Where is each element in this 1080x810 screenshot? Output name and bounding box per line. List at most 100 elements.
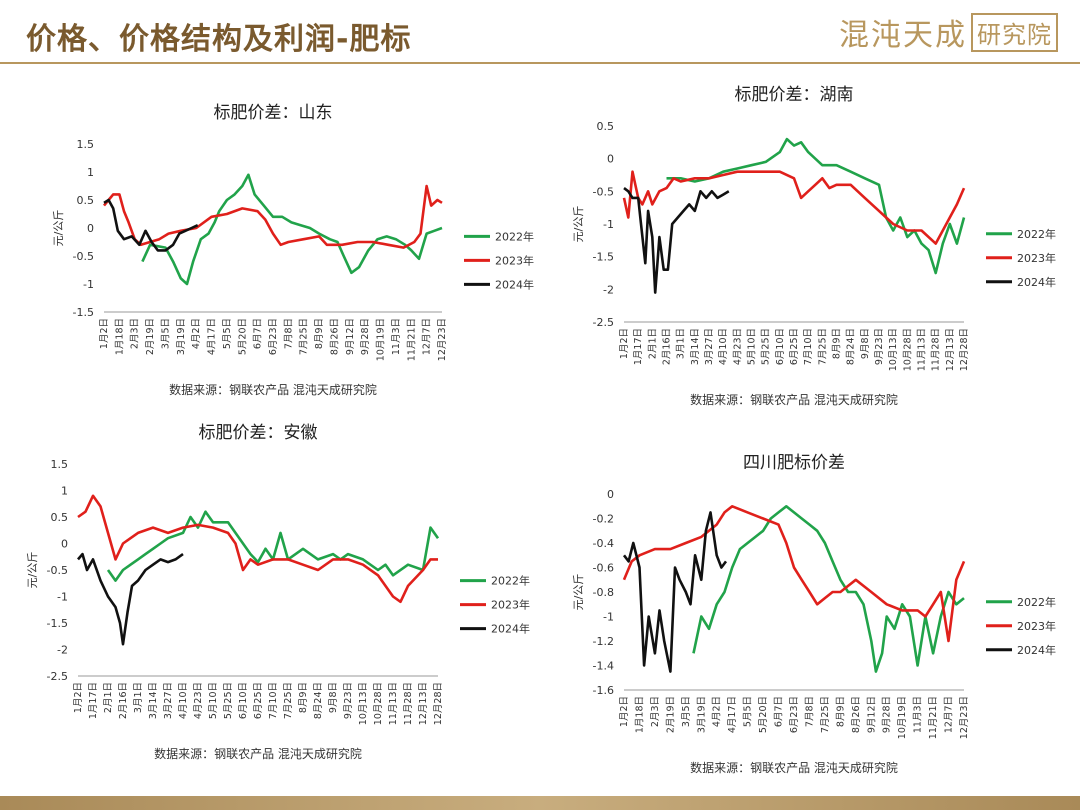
x-tick-label: 5月25日 bbox=[761, 328, 772, 365]
chart-svg: 四川肥标价差 0 -0.2 -0.4 -0.6 -0.8 -1 -1.2 -1.4 -1.6 元/公… bbox=[572, 453, 1056, 775]
header-rule bbox=[0, 62, 1080, 64]
y-tick-label: -0.4 bbox=[593, 537, 614, 550]
chart-shandong: 标肥价差：山东 1.5 1 0.5 0 -0.5 -1 -1.5 元/公斤 1月2日 1月18日 2月… bbox=[40, 92, 534, 402]
x-tick-label: 4月10日 bbox=[718, 328, 729, 365]
x-tick-label: 5月5日 bbox=[222, 318, 233, 349]
y-tick-label: 0.5 bbox=[597, 120, 615, 133]
x-tick-label: 1月2日 bbox=[619, 328, 630, 359]
x-tick-label: 8月9日 bbox=[298, 682, 309, 713]
x-tick-label: 6月10日 bbox=[238, 682, 249, 719]
source-note: 数据来源：钢联农产品 混沌天成研究院 bbox=[169, 382, 377, 397]
x-tick-label: 8月24日 bbox=[313, 682, 324, 719]
x-tick-label: 9月12日 bbox=[345, 318, 356, 355]
x-tick-label: 5月10日 bbox=[747, 328, 758, 365]
x-tick-label: 2月19日 bbox=[145, 318, 156, 355]
y-tick-label: 1 bbox=[61, 485, 68, 498]
x-tick-label: 8月9日 bbox=[314, 318, 325, 349]
x-tick-label: 4月10日 bbox=[178, 682, 189, 719]
chart-sichuan: 四川肥标价差 0 -0.2 -0.4 -0.6 -0.8 -1 -1.2 -1.4 -1.6 元/公… bbox=[560, 446, 1060, 776]
y-tick-label: 0.5 bbox=[51, 511, 69, 524]
series-line-2 bbox=[623, 187, 730, 294]
x-tick-label: 1月18日 bbox=[114, 318, 125, 355]
y-axis-label: 元/公斤 bbox=[572, 574, 585, 611]
series-line-2 bbox=[103, 198, 199, 252]
x-tick-label: 10月19日 bbox=[897, 696, 908, 739]
x-tick-label: 8月9日 bbox=[832, 328, 843, 359]
x-tick-label: 3月14日 bbox=[690, 328, 701, 365]
x-tick-label: 5月10日 bbox=[208, 682, 219, 719]
x-tick-label: 12月28日 bbox=[433, 682, 444, 725]
source-note: 数据来源：钢联农产品 混沌天成研究院 bbox=[690, 392, 898, 407]
y-tick-label: 0 bbox=[607, 153, 614, 166]
legend-label: 2023年 bbox=[1017, 619, 1056, 633]
x-tick-label: 1月2日 bbox=[99, 318, 110, 349]
x-tick-label: 8月26日 bbox=[329, 318, 340, 355]
y-tick-label: -1.4 bbox=[593, 660, 614, 673]
x-tick-label: 7月25日 bbox=[283, 682, 294, 719]
x-tick-label: 9月12日 bbox=[866, 696, 877, 733]
x-tick-label: 6月25日 bbox=[789, 328, 800, 365]
x-tick-label: 11月28日 bbox=[403, 682, 414, 725]
legend-label: 2023年 bbox=[491, 598, 530, 612]
x-tick-label: 5月20日 bbox=[237, 318, 248, 355]
x-tick-label: 6月10日 bbox=[775, 328, 786, 365]
footer-bar bbox=[0, 796, 1080, 810]
x-tick-label: 1月17日 bbox=[88, 682, 99, 719]
x-tick-label: 3月14日 bbox=[148, 682, 159, 719]
x-tick-label: 1月2日 bbox=[73, 682, 84, 713]
series-line-0 bbox=[666, 137, 966, 275]
legend-label: 2023年 bbox=[495, 253, 534, 267]
x-tick-label: 12月13日 bbox=[418, 682, 429, 725]
y-tick-label: -1.6 bbox=[593, 684, 614, 697]
series-line-0 bbox=[106, 510, 440, 582]
x-tick-label: 6月25日 bbox=[253, 682, 264, 719]
x-tick-label: 3月19日 bbox=[176, 318, 187, 355]
x-tick-label: 6月23日 bbox=[268, 318, 279, 355]
x-tick-label: 3月1日 bbox=[133, 682, 144, 713]
x-tick-label: 12月7日 bbox=[944, 696, 955, 733]
logo-text: 混沌天成 bbox=[839, 18, 967, 53]
x-tick-label: 1月2日 bbox=[619, 696, 630, 727]
x-tick-label: 4月17日 bbox=[207, 318, 218, 355]
y-tick-label: -0.5 bbox=[73, 250, 94, 263]
x-tick-label: 5月25日 bbox=[223, 682, 234, 719]
series-line-2 bbox=[77, 552, 184, 646]
x-tick-label: 4月17日 bbox=[727, 696, 738, 733]
page-header: 价格、价格结构及利润-肥标 混沌天成 研究院 bbox=[0, 0, 1080, 66]
x-tick-label: 12月7日 bbox=[422, 318, 433, 355]
legend-label: 2024年 bbox=[495, 277, 534, 291]
x-tick-label: 7月25日 bbox=[820, 696, 831, 733]
x-tick-label: 11月28日 bbox=[931, 328, 942, 371]
x-tick-label: 6月23日 bbox=[789, 696, 800, 733]
x-tick-label: 7月10日 bbox=[268, 682, 279, 719]
chart-title: 标肥价差：安徽 bbox=[199, 423, 318, 443]
x-tick-label: 11月13日 bbox=[388, 682, 399, 725]
y-tick-label: 0.5 bbox=[77, 194, 95, 207]
y-tick-label: -0.5 bbox=[47, 564, 68, 577]
series-line-1 bbox=[77, 494, 438, 604]
y-tick-label: -0.6 bbox=[593, 562, 614, 575]
x-tick-label: 10月19日 bbox=[376, 318, 387, 361]
x-tick-label: 9月28日 bbox=[360, 318, 371, 355]
x-tick-label: 2月16日 bbox=[118, 682, 129, 719]
legend-label: 2023年 bbox=[1017, 251, 1056, 265]
x-tick-label: 3月5日 bbox=[681, 696, 692, 727]
x-tick-label: 8月9日 bbox=[835, 696, 846, 727]
x-tick-label: 6月7日 bbox=[253, 318, 264, 349]
legend-label: 2024年 bbox=[491, 622, 530, 636]
logo-box: 研究院 bbox=[971, 12, 1058, 52]
x-tick-label: 11月21日 bbox=[406, 318, 417, 361]
series-line-2 bbox=[622, 511, 728, 673]
x-tick-label: 7月10日 bbox=[803, 328, 814, 365]
x-tick-label: 10月13日 bbox=[888, 328, 899, 371]
x-tick-label: 3月5日 bbox=[160, 318, 171, 349]
legend-label: 2022年 bbox=[495, 229, 534, 243]
chart-title: 标肥价差：湖南 bbox=[735, 85, 854, 105]
x-tick-label: 12月28日 bbox=[959, 328, 970, 371]
legend-label: 2022年 bbox=[1017, 227, 1056, 241]
y-tick-label: -1 bbox=[83, 278, 94, 291]
x-tick-label: 12月23日 bbox=[959, 696, 970, 739]
y-axis-label: 元/公斤 bbox=[52, 210, 65, 247]
x-tick-label: 4月2日 bbox=[712, 696, 723, 727]
legend-label: 2022年 bbox=[491, 574, 530, 588]
